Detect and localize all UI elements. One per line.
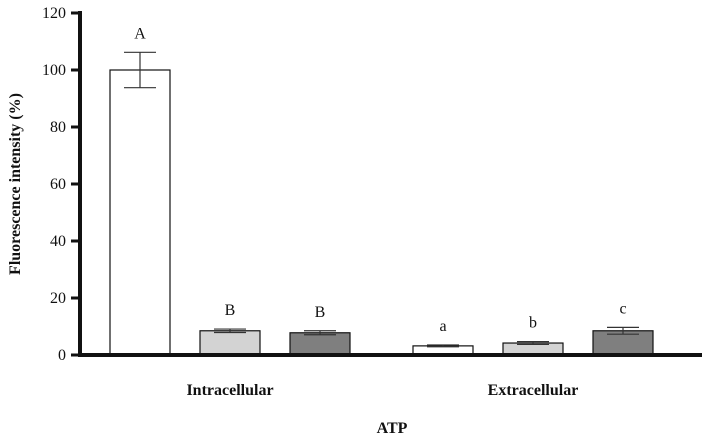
y-axis-title: Fluorescence intensity (%) [7, 93, 24, 275]
y-tick-label: 20 [50, 290, 66, 307]
bar-series: A B Ba b c [109, 25, 654, 356]
bar [289, 332, 351, 356]
y-tick-label: 60 [50, 176, 66, 193]
x-category-label: Intracellular [186, 382, 273, 399]
significance-label: B [225, 302, 236, 319]
bar [109, 69, 171, 356]
y-tick-label: 120 [42, 5, 66, 22]
y-tick-label: 80 [50, 119, 66, 136]
y-axis-ticks: 0 20 40 60 80 100 120 [42, 5, 80, 364]
bar [199, 330, 261, 356]
y-tick-label: 100 [42, 62, 66, 79]
significance-label: b [529, 315, 537, 332]
significance-label: a [439, 318, 446, 335]
y-tick-label: 40 [50, 233, 66, 250]
y-tick-label: 0 [58, 347, 66, 364]
x-axis-category-labels: Intracellular Extracellular [186, 382, 578, 399]
significance-label: c [619, 300, 626, 317]
significance-label: B [315, 304, 326, 321]
x-category-label: Extracellular [488, 382, 579, 399]
x-axis-title: ATP [377, 420, 408, 437]
significance-label: A [134, 25, 146, 42]
